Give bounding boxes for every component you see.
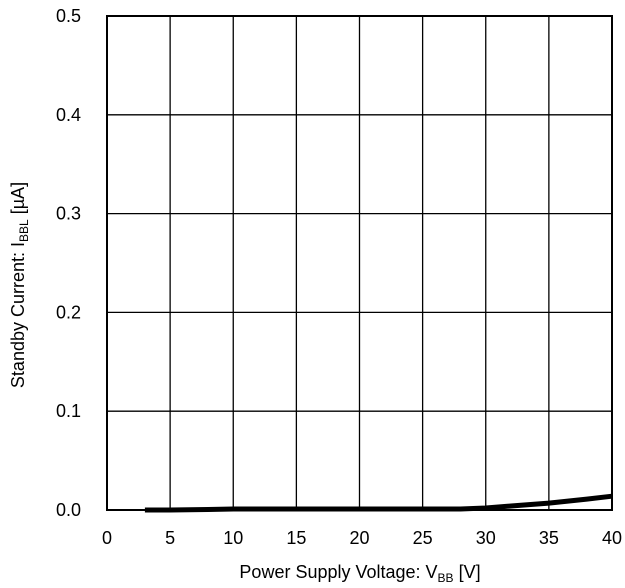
- y-tick-label: 0.1: [56, 401, 81, 421]
- x-tick-label: 30: [476, 528, 496, 548]
- x-tick-label: 35: [539, 528, 559, 548]
- grid: [106, 15, 613, 511]
- y-axis-label-main: Standby Current: I: [8, 242, 28, 388]
- x-axis-label-suffix: [V]: [454, 562, 481, 582]
- y-tick-labels: 0.0 0.1 0.2 0.3 0.4 0.5: [56, 6, 81, 520]
- y-tick-label: 0.2: [56, 302, 81, 322]
- x-tick-label: 15: [286, 528, 306, 548]
- x-tick-label: 5: [165, 528, 175, 548]
- plot-frame: [106, 15, 613, 511]
- x-axis-label-main: Power Supply Voltage: V: [239, 562, 437, 582]
- series-layer: [144, 493, 613, 513]
- x-tick-label: 0: [102, 528, 112, 548]
- x-tick-labels: 0 5 10 15 20 25 30 35 40: [102, 528, 622, 548]
- y-tick-label: 0.4: [56, 105, 81, 125]
- y-tick-label: 0.3: [56, 204, 81, 224]
- x-axis-label-sub: BB: [438, 571, 454, 585]
- y-axis-label-suffix: [µA]: [8, 182, 28, 219]
- x-tick-label: 25: [413, 528, 433, 548]
- x-axis-label: Power Supply Voltage: VBB [V]: [239, 562, 480, 585]
- y-tick-label: 0.0: [56, 500, 81, 520]
- x-tick-label: 40: [602, 528, 622, 548]
- y-tick-label: 0.5: [56, 6, 81, 26]
- y-axis-label-sub: BBL: [17, 219, 31, 242]
- y-axis-label: Standby Current: IBBL [µA]: [8, 182, 31, 388]
- x-tick-label: 20: [349, 528, 369, 548]
- x-tick-label: 10: [223, 528, 243, 548]
- series-line: [144, 493, 613, 513]
